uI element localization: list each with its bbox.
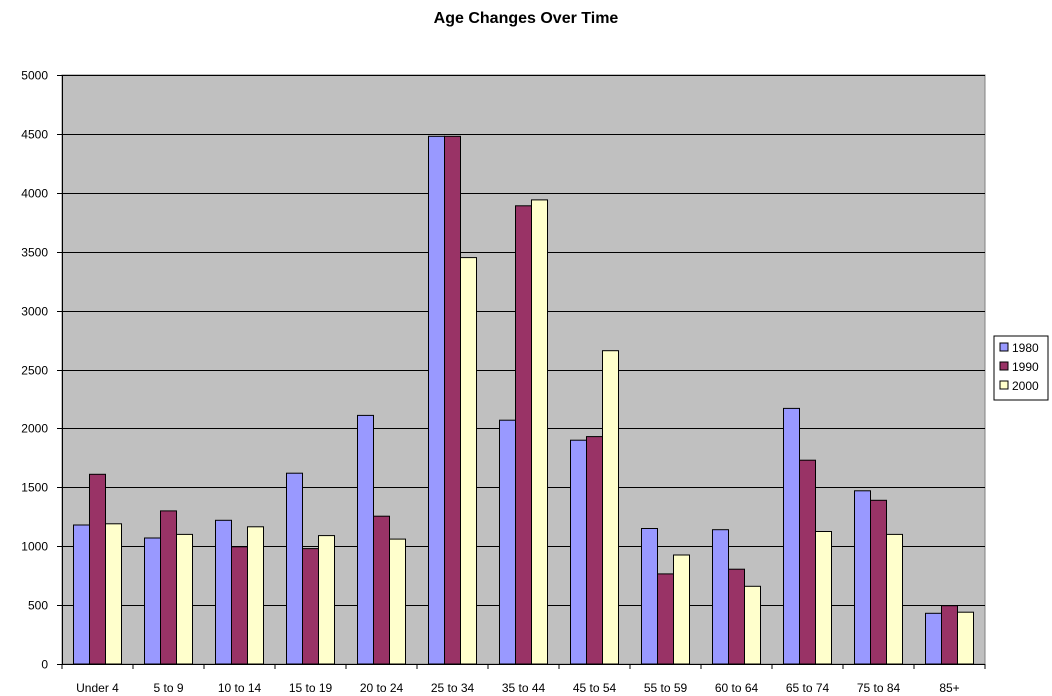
bar-2000-5 bbox=[460, 257, 477, 665]
bar-2000-11 bbox=[886, 533, 903, 665]
y-tick-label: 4500 bbox=[21, 128, 48, 142]
x-tick-label: Under 4 bbox=[76, 681, 119, 695]
bar-1990-7 bbox=[586, 436, 603, 665]
bar-1990-8 bbox=[657, 573, 674, 665]
bar-2000-8 bbox=[673, 554, 690, 665]
bar-1990-1 bbox=[160, 510, 177, 665]
legend-swatch-1980 bbox=[999, 342, 1009, 352]
bar-2000-1 bbox=[176, 533, 193, 665]
bar-2000-9 bbox=[744, 585, 761, 665]
bar-1980-3 bbox=[286, 472, 303, 665]
legend-swatch-2000 bbox=[999, 380, 1009, 390]
bar-1990-4 bbox=[373, 515, 390, 665]
legend-label-1980: 1980 bbox=[1012, 341, 1039, 355]
y-tick-label: 3500 bbox=[21, 246, 48, 260]
bar-1980-10 bbox=[783, 407, 800, 665]
bar-1990-0 bbox=[89, 473, 106, 665]
x-tick-label: 25 to 34 bbox=[431, 681, 475, 695]
x-tick-label: 20 to 24 bbox=[360, 681, 404, 695]
y-tick-label: 0 bbox=[41, 658, 48, 672]
bar-1980-4 bbox=[357, 414, 374, 665]
y-tick-label: 1500 bbox=[21, 481, 48, 495]
legend-label-2000: 2000 bbox=[1012, 379, 1039, 393]
bar-2000-0 bbox=[105, 523, 122, 665]
bar-1980-0 bbox=[73, 524, 90, 665]
legend-swatch-1990 bbox=[999, 361, 1009, 371]
bar-1980-6 bbox=[499, 419, 516, 665]
y-tick-label: 4000 bbox=[21, 187, 48, 201]
bar-1980-7 bbox=[570, 439, 587, 665]
bar-2000-6 bbox=[531, 199, 548, 665]
bar-1980-11 bbox=[854, 490, 871, 665]
legend: 1980 1990 2000 bbox=[993, 335, 1049, 401]
y-tick-label: 5000 bbox=[21, 69, 48, 83]
bar-2000-2 bbox=[247, 526, 264, 665]
x-tick-label: 15 to 19 bbox=[289, 681, 333, 695]
bar-1980-9 bbox=[712, 529, 729, 665]
x-tick-label: 10 to 14 bbox=[218, 681, 262, 695]
y-tick-label: 2500 bbox=[21, 364, 48, 378]
bar-1990-12 bbox=[941, 605, 958, 665]
x-tick-label: 65 to 74 bbox=[786, 681, 830, 695]
bar-1980-5 bbox=[428, 135, 445, 665]
y-tick-label: 1000 bbox=[21, 540, 48, 554]
bar-1990-6 bbox=[515, 205, 532, 665]
x-tick-label: 75 to 84 bbox=[857, 681, 901, 695]
bar-1990-5 bbox=[444, 135, 461, 665]
x-tick-label: 60 to 64 bbox=[715, 681, 759, 695]
bar-2000-3 bbox=[318, 535, 335, 665]
bar-1980-1 bbox=[144, 537, 161, 665]
bar-2000-10 bbox=[815, 531, 832, 665]
bar-1990-11 bbox=[870, 499, 887, 665]
bar-1980-12 bbox=[925, 612, 942, 665]
x-tick-label: 55 to 59 bbox=[644, 681, 688, 695]
bar-2000-7 bbox=[602, 350, 619, 665]
x-tick-label: 35 to 44 bbox=[502, 681, 546, 695]
bar-1990-2 bbox=[231, 546, 248, 665]
plot-area: 0 500 1000 1500 2000 2500 3000 3500 4000 4500 5000… bbox=[21, 69, 986, 695]
y-tick-label: 500 bbox=[28, 599, 48, 613]
bar-1990-3 bbox=[302, 548, 319, 665]
bar-1980-2 bbox=[215, 519, 232, 665]
y-tick-label: 2000 bbox=[21, 422, 48, 436]
bar-2000-4 bbox=[389, 538, 406, 665]
legend-label-1990: 1990 bbox=[1012, 360, 1039, 374]
bar-2000-12 bbox=[957, 611, 974, 665]
x-tick-label: 5 to 9 bbox=[153, 681, 183, 695]
y-tick-label: 3000 bbox=[21, 305, 48, 319]
chart-title: Age Changes Over Time bbox=[433, 10, 619, 27]
x-tick-label: 45 to 54 bbox=[573, 681, 617, 695]
bar-1990-10 bbox=[799, 459, 816, 665]
bar-1980-8 bbox=[641, 528, 658, 665]
x-tick-label: 85+ bbox=[939, 681, 959, 695]
bar-1990-9 bbox=[728, 568, 745, 665]
